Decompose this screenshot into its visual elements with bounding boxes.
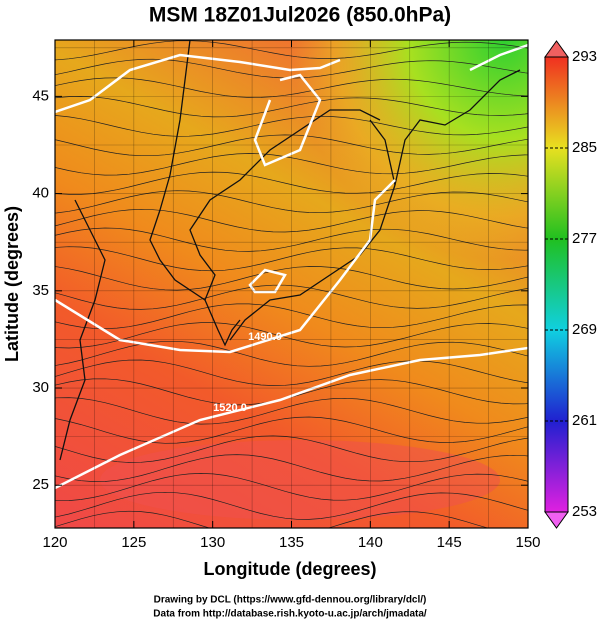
y-axis-label: Latitude (degrees) — [2, 206, 22, 362]
warm-region — [100, 440, 500, 520]
colorbar-extend — [544, 511, 569, 529]
streamline — [55, 96, 528, 118]
streamline — [55, 491, 528, 520]
x-tick-label: 145 — [437, 534, 462, 551]
y-tick-label: 45 — [32, 87, 49, 104]
streamline — [55, 435, 528, 463]
x-tick-label: 135 — [279, 534, 304, 551]
footer-line: Data from http://database.rish.kyoto-u.a… — [153, 609, 427, 620]
x-tick-label: 120 — [42, 534, 67, 551]
streamline — [55, 266, 528, 291]
coastlines — [59, 40, 521, 461]
colorbar-body — [544, 56, 569, 513]
colorbar-tick-label: 269 — [572, 321, 597, 338]
contour-label: 1490.0 — [248, 331, 282, 343]
title: MSM 18Z01Jul2026 (850.0hPa) — [149, 4, 451, 27]
streamline — [55, 473, 528, 502]
streamline — [55, 208, 528, 233]
streamline — [55, 454, 528, 482]
x-tick-label: 130 — [200, 534, 225, 551]
y-tick-label: 40 — [32, 185, 49, 202]
streamline — [55, 134, 528, 157]
colorbar-tick-label: 285 — [572, 139, 597, 156]
streamline — [55, 303, 528, 330]
axes: 120 125 130 135 140 145 150 25 30 35 40 45 — [32, 40, 541, 551]
streamline — [55, 397, 528, 425]
streamline — [55, 359, 528, 386]
streamline — [55, 227, 528, 252]
colorbar-tick-label: 293 — [572, 48, 597, 65]
x-axis-label: Longitude (degrees) — [203, 559, 376, 579]
contours — [55, 43, 528, 490]
streamline — [55, 340, 528, 367]
y-tick-label: 30 — [32, 379, 49, 396]
x-tick-label: 140 — [358, 534, 383, 551]
colorbar-tick-label: 277 — [572, 230, 597, 247]
colorbar-extend — [544, 40, 569, 58]
colorbar-tick-label: 253 — [572, 503, 597, 520]
streamline — [55, 190, 528, 214]
streamline — [55, 284, 528, 310]
colorbar: 253 261 269 277 285 293 — [544, 40, 597, 529]
streamline — [55, 416, 528, 444]
contour-label: 1520.0 — [213, 402, 247, 414]
y-tick-label: 25 — [32, 476, 49, 493]
streamline — [55, 77, 528, 98]
streamline — [55, 171, 528, 195]
streamline — [55, 153, 528, 176]
streamline — [55, 115, 528, 137]
streamline — [55, 40, 528, 61]
plot-area: 1490.0 1520.0 — [55, 40, 528, 528]
y-tick-label: 35 — [32, 282, 49, 299]
x-tick-label: 125 — [121, 534, 146, 551]
streamline — [55, 322, 528, 349]
x-tick-label: 150 — [515, 534, 540, 551]
colorbar-tick-label: 261 — [572, 412, 597, 429]
footer-line: Drawing by DCL (https://www.gfd-dennou.o… — [154, 595, 427, 606]
streamline — [55, 246, 528, 272]
grid — [55, 40, 528, 528]
streamline — [55, 510, 489, 528]
